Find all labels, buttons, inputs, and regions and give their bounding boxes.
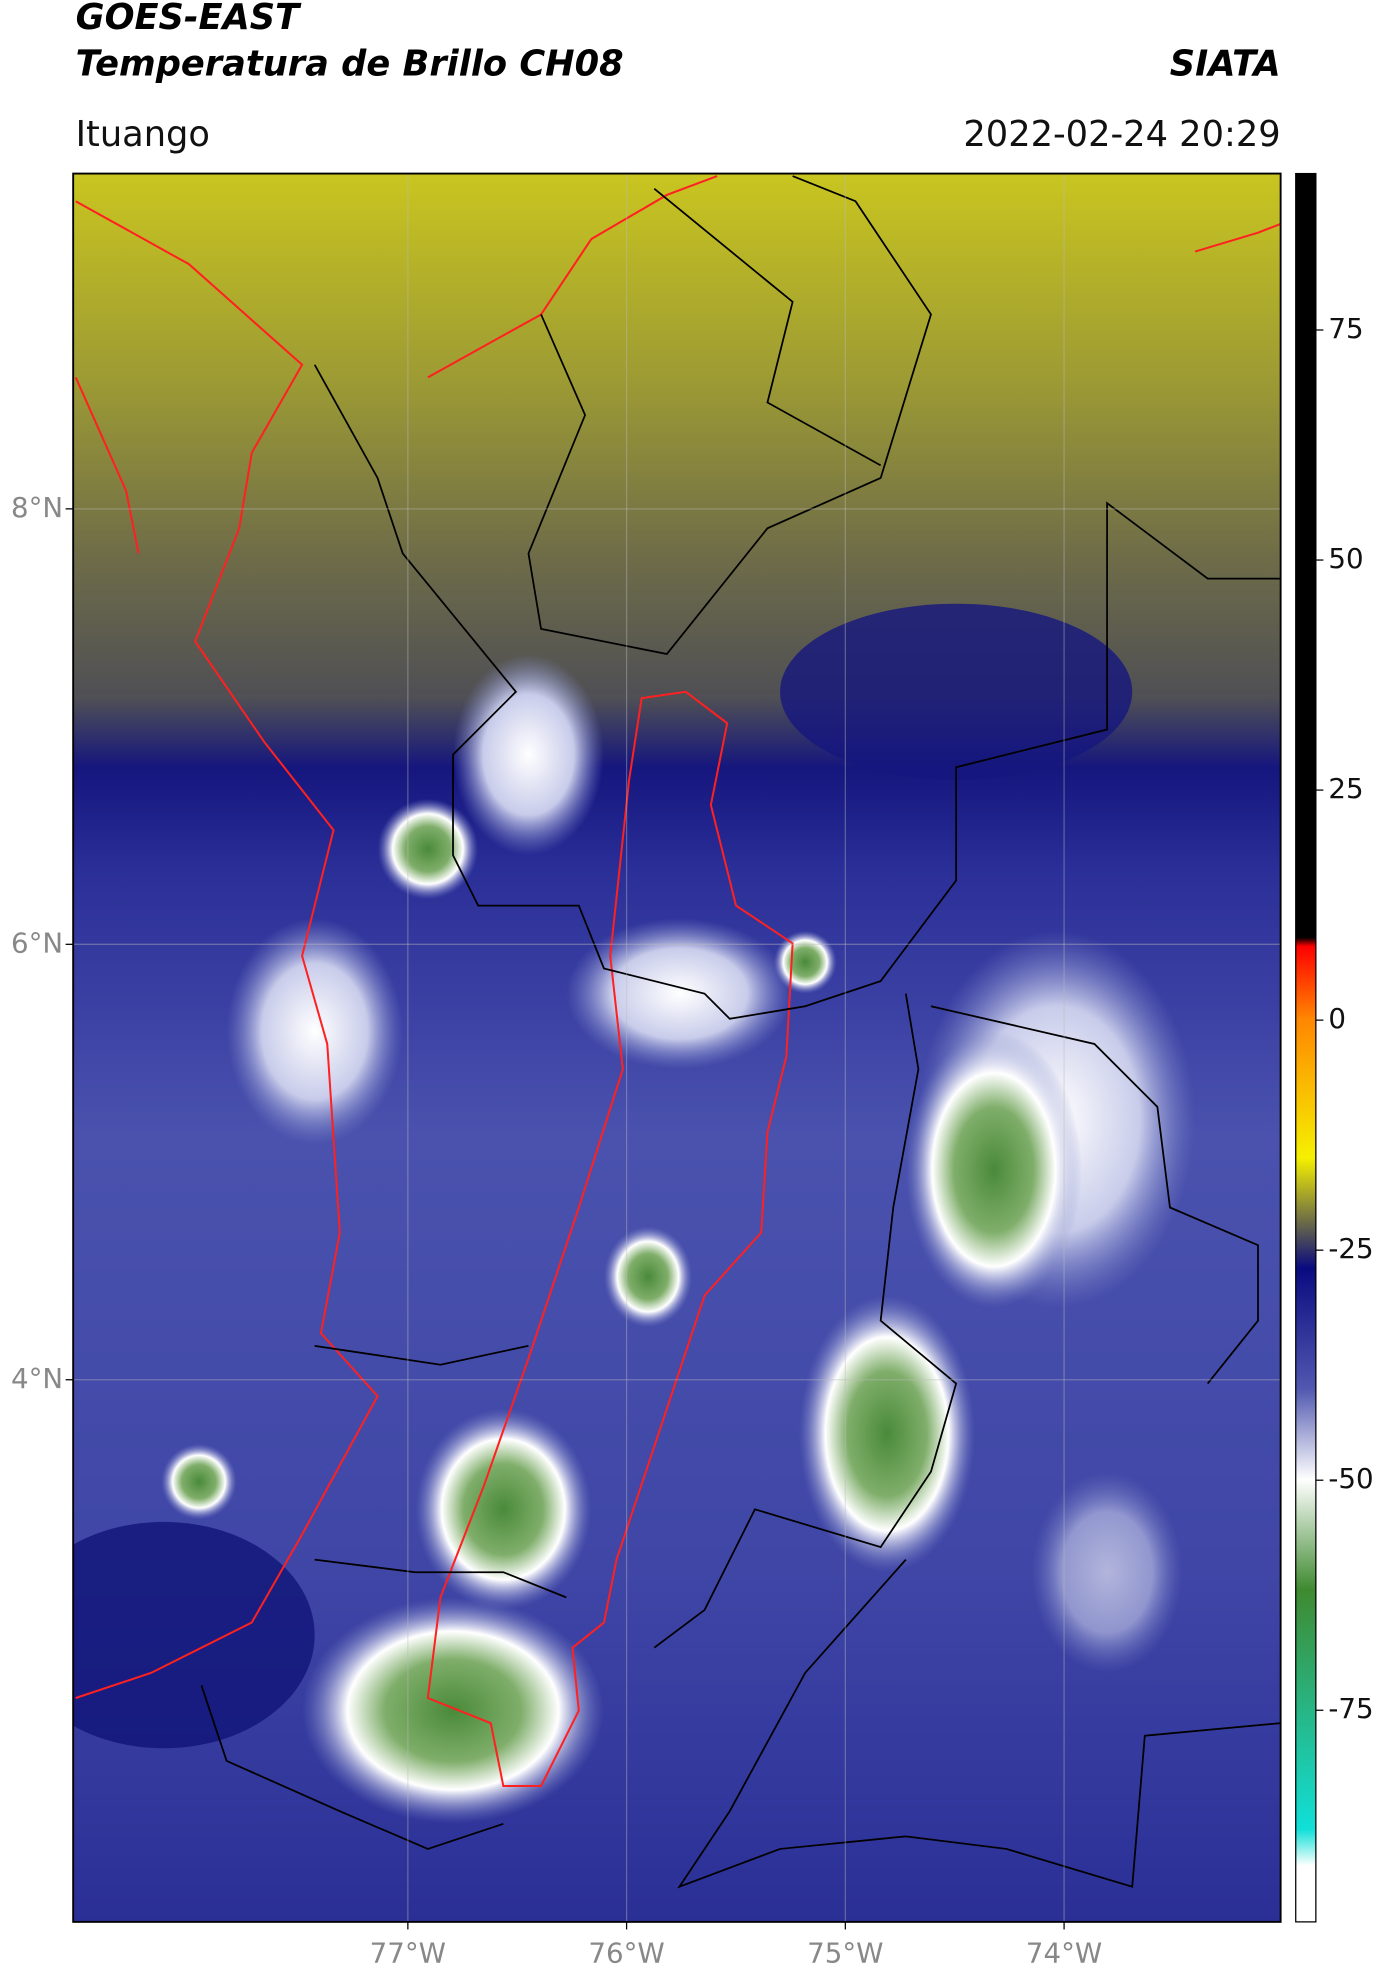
colorbar-tick-label: -50 (1328, 1462, 1373, 1495)
agency: SIATA (1170, 43, 1281, 84)
graticule (73, 173, 1281, 1922)
y-tick-label: 4°N (11, 1362, 63, 1395)
y-tick-label: 8°N (11, 491, 63, 524)
colorbar-tick-label: -75 (1328, 1692, 1373, 1725)
satellite-image (73, 173, 1281, 1922)
x-tick-label: 75°W (807, 1937, 883, 1970)
colorbar-tick-label: -25 (1328, 1232, 1373, 1265)
colorbar-tick-label: 75 (1328, 312, 1363, 345)
title: GOES-EAST (76, 0, 302, 38)
x-tick-label: 77°W (370, 1937, 446, 1970)
subtitle: Temperatura de Brillo CH08 (76, 43, 624, 84)
colorbar-tick-label: 25 (1328, 772, 1363, 805)
datetime: 2022-02-24 20:29 (963, 114, 1280, 155)
y-tick-label: 6°N (11, 926, 63, 959)
x-tick-label: 74°W (1026, 1937, 1102, 1970)
colorbar (1295, 172, 1317, 1923)
colorbar-tick-label: 0 (1328, 1002, 1346, 1035)
map-frame (72, 172, 1282, 1923)
x-tick-label: 76°W (588, 1937, 664, 1970)
region: Ituango (76, 114, 210, 155)
colorbar-tick-label: 50 (1328, 542, 1363, 575)
